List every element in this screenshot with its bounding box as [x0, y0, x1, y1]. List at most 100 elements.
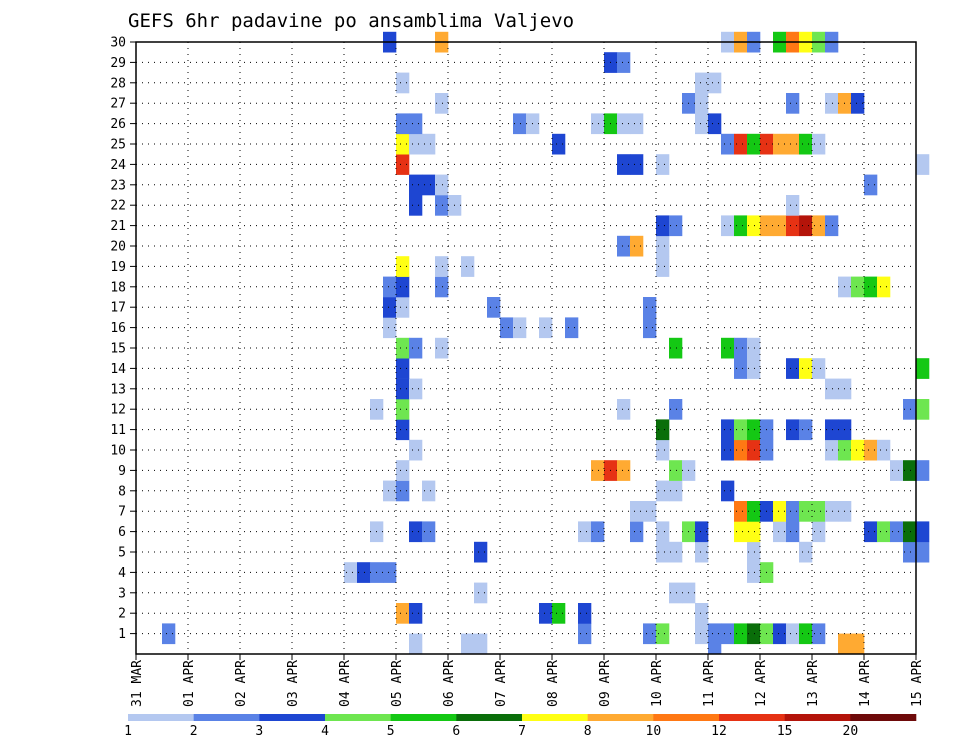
heatmap-cell: [903, 399, 917, 420]
heatmap-cell: [617, 460, 631, 481]
heatmap-cell: [435, 174, 449, 196]
heatmap-cell: [409, 133, 423, 155]
heatmap-cell: [864, 276, 878, 298]
heatmap-cell: [721, 623, 735, 645]
x-tick-label: 06 APR: [442, 660, 457, 707]
legend-swatch: [193, 714, 260, 721]
heatmap-cell: [435, 256, 449, 277]
heatmap-cell: [747, 337, 761, 359]
heatmap-cell: [409, 439, 423, 461]
heatmap-cell: [799, 133, 813, 155]
heatmap-cell: [422, 521, 436, 543]
y-tick-label: 14: [110, 362, 126, 377]
legend-level-label: 3: [255, 724, 263, 739]
heatmap-cell: [747, 562, 761, 583]
heatmap-cell: [344, 562, 358, 583]
heatmap-cell: [409, 633, 423, 655]
heatmap-cell: [422, 480, 436, 502]
heatmap-cell: [617, 154, 631, 175]
heatmap-cell: [591, 460, 605, 481]
heatmap-cell: [461, 256, 475, 277]
heatmap-cell: [383, 276, 397, 298]
heatmap-cell: [513, 113, 527, 135]
heatmap-cell: [851, 439, 865, 461]
y-tick-label: 3: [118, 586, 126, 601]
heatmap-cell: [656, 154, 670, 175]
heatmap-cell: [773, 521, 787, 543]
heatmap-cell: [435, 337, 449, 359]
heatmap-cell: [773, 133, 787, 155]
heatmap-cell: [617, 52, 631, 73]
heatmap-cell: [773, 215, 787, 237]
heatmap-cell: [695, 541, 709, 563]
legend-level-label: 20: [843, 724, 859, 739]
heatmap-cell: [643, 623, 657, 645]
legend-swatch: [259, 714, 326, 721]
heatmap-cell: [409, 113, 423, 135]
heatmap-cell: [864, 174, 878, 196]
legend-swatch: [325, 714, 391, 721]
heatmap-cell: [734, 215, 748, 237]
y-tick-label: 22: [110, 199, 126, 214]
x-tick-label: 09 APR: [598, 660, 613, 707]
heatmap-cell: [578, 623, 592, 645]
heatmap-cell: [669, 399, 683, 420]
heatmap-cell: [916, 521, 930, 543]
y-tick-label: 8: [118, 484, 126, 499]
y-tick-label: 29: [110, 56, 126, 71]
heatmap-cell: [669, 337, 683, 359]
heatmap-cell: [396, 154, 410, 175]
heatmap-cell: [656, 480, 670, 502]
heatmap-cell: [734, 337, 748, 359]
heatmap-cell: [747, 419, 761, 441]
heatmap-cell: [825, 419, 839, 441]
heatmap-cell: [786, 419, 800, 441]
heatmap-cell: [877, 276, 891, 298]
legend-swatch: [390, 714, 457, 721]
heatmap-cell: [409, 195, 423, 216]
heatmap-cell: [786, 623, 800, 645]
y-tick-label: 17: [110, 301, 126, 316]
y-tick-label: 6: [118, 525, 126, 540]
heatmap-cell: [799, 419, 813, 441]
legend-swatch: [719, 714, 785, 721]
heatmap-cell: [435, 195, 449, 216]
legend-level-label: 12: [711, 724, 727, 739]
heatmap-cell: [825, 378, 839, 400]
x-tick-label: 03 APR: [286, 660, 301, 707]
y-axis: 1234567891011121314151617181920212223242…: [110, 36, 136, 642]
heatmap-cell: [474, 541, 488, 563]
heatmap-cell: [383, 297, 397, 318]
heatmap-cell: [695, 521, 709, 543]
heatmap-cell: [357, 562, 371, 583]
heatmap-cell: [552, 603, 566, 624]
heatmap-cell: [747, 541, 761, 563]
legend-level-label: 5: [387, 724, 395, 739]
legend-level-label: 10: [646, 724, 662, 739]
heatmap-cell: [656, 541, 670, 563]
heatmap-cell: [396, 358, 410, 379]
legend-level-label: 1: [124, 724, 132, 739]
y-tick-label: 16: [110, 321, 126, 336]
heatmap-cell: [734, 358, 748, 379]
heatmap-cell: [409, 378, 423, 400]
x-tick-label: 02 APR: [234, 660, 249, 707]
heatmap-cell: [656, 215, 670, 237]
heatmap-cell: [747, 521, 761, 543]
grid-lines: [136, 42, 916, 654]
heatmap-cell: [487, 297, 501, 318]
y-tick-label: 4: [118, 566, 126, 581]
heatmap-cell: [669, 480, 683, 502]
heatmap-cell: [630, 521, 644, 543]
heatmap-cell: [734, 501, 748, 522]
y-tick-label: 19: [110, 260, 126, 275]
x-tick-label: 04 APR: [338, 660, 353, 707]
heatmap-cell: [786, 358, 800, 379]
heatmap-cell: [383, 480, 397, 502]
heatmap-cell: [539, 603, 553, 624]
heatmap-cell: [422, 133, 436, 155]
heatmap-cell: [474, 633, 488, 655]
legend-level-label: 2: [190, 724, 198, 739]
heatmap-cell: [630, 501, 644, 522]
